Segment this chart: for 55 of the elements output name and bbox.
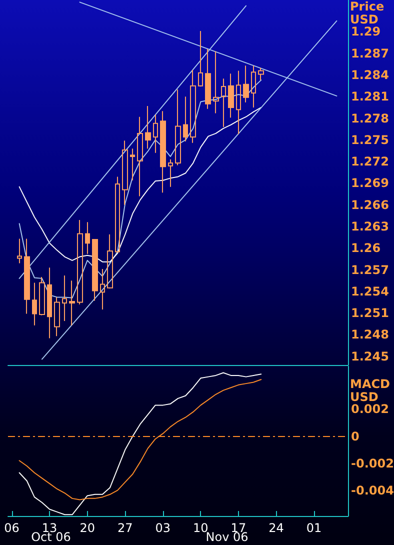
y-tick-label: 1.254	[351, 284, 389, 298]
candlestick	[221, 78, 226, 128]
y-tick-label: 1.284	[351, 68, 389, 82]
candlestick	[213, 50, 219, 114]
candlestick	[54, 296, 60, 337]
candlestick	[92, 238, 98, 302]
x-tick-label: 27	[117, 521, 133, 535]
candlestick	[107, 234, 113, 290]
y-tick-label: 1.287	[351, 46, 389, 60]
y-tick-label: 1.29	[351, 24, 381, 39]
y-tick-label: 1.26	[351, 241, 381, 256]
line-series	[18, 372, 262, 516]
candlestick	[258, 67, 264, 81]
candlestick	[17, 238, 22, 264]
y-tick-label: 1.272	[351, 154, 389, 169]
y-tick-label: 1.281	[351, 90, 389, 104]
x-tick-label: 24	[268, 521, 284, 535]
line-series	[18, 106, 262, 262]
y-tick-label: 1.266	[351, 198, 389, 212]
y-tick-label: -0.004	[351, 483, 394, 498]
y-tick-label: 1.275	[351, 132, 389, 147]
y-tick-label: 1.248	[351, 328, 389, 342]
x-tick-label: 01	[306, 521, 322, 535]
x-tick-label: 03	[155, 521, 171, 535]
y-tick-label: 0	[351, 429, 360, 444]
x-tick-label: 10	[193, 521, 208, 535]
candlestick	[24, 238, 30, 314]
y-tick-label: 1.278	[351, 111, 389, 126]
candlestick	[77, 220, 83, 305]
y-tick-label: 1.245	[351, 349, 389, 364]
candlestick	[39, 276, 45, 316]
y-tick-label: 1.263	[351, 220, 389, 234]
y-tick-label: 0.002	[351, 402, 389, 416]
candlestick	[251, 65, 256, 108]
y-axis-title: Price USD	[350, 0, 384, 26]
candlestick	[236, 70, 241, 135]
candlestick	[122, 140, 128, 206]
candlestick	[190, 69, 196, 144]
candlestick	[198, 30, 203, 88]
y-tick-label: -0.002	[351, 456, 394, 470]
candlestick	[153, 114, 158, 154]
y-axis-title: MACD USD	[350, 376, 390, 404]
candlestick	[160, 110, 166, 194]
y-tick-label: 1.257	[351, 262, 389, 277]
x-tick-label: 06	[4, 521, 20, 535]
candlestick	[62, 275, 67, 322]
candlestick	[100, 268, 105, 310]
candlestick	[205, 48, 211, 110]
y-tick-label: 1.251	[351, 306, 389, 320]
candlestick	[175, 88, 181, 166]
x-tick-label: 20	[80, 521, 95, 535]
candlestick	[137, 116, 143, 197]
candlestick	[168, 158, 173, 188]
candlestick	[115, 176, 120, 253]
y-tick-label: 1.269	[351, 176, 389, 190]
